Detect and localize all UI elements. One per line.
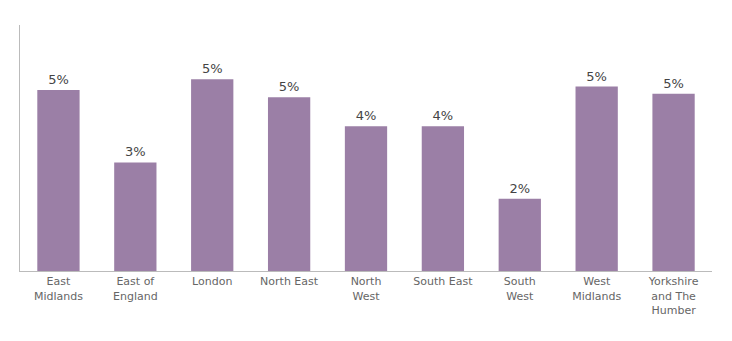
svg-text:EastMidlands: EastMidlands <box>34 275 83 302</box>
svg-text:5%: 5% <box>48 72 69 87</box>
svg-text:4%: 4% <box>356 108 377 123</box>
svg-text:WestMidlands: WestMidlands <box>572 275 621 302</box>
svg-text:4%: 4% <box>433 108 454 123</box>
svg-text:South East: South East <box>413 275 473 288</box>
svg-text:5%: 5% <box>586 69 607 84</box>
svg-text:SouthWest: SouthWest <box>504 275 536 302</box>
svg-text:5%: 5% <box>663 76 684 91</box>
svg-text:North East: North East <box>260 275 319 288</box>
svg-text:East ofEngland: East ofEngland <box>113 275 158 302</box>
svg-text:5%: 5% <box>202 61 223 76</box>
svg-text:5%: 5% <box>279 79 300 94</box>
svg-text:London: London <box>192 275 232 288</box>
svg-text:Yorkshireand TheHumber: Yorkshireand TheHumber <box>648 275 699 317</box>
svg-text:3%: 3% <box>125 144 146 159</box>
svg-text:NorthWest: NorthWest <box>351 275 382 302</box>
svg-text:2%: 2% <box>509 181 530 196</box>
